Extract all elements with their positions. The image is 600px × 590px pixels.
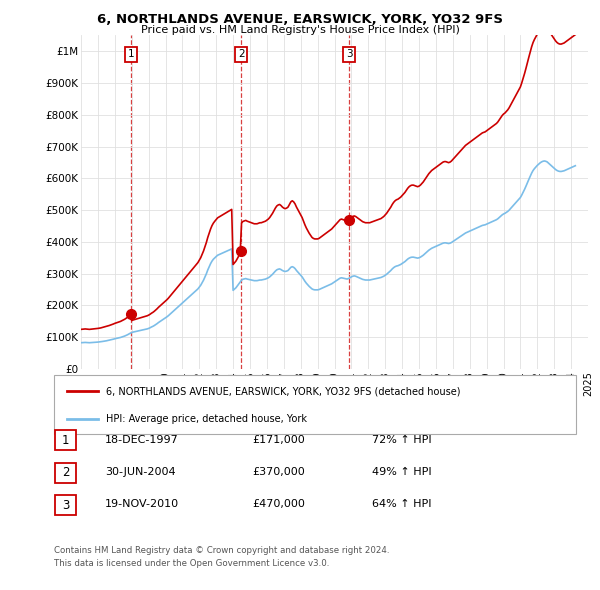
Text: 6, NORTHLANDS AVENUE, EARSWICK, YORK, YO32 9FS: 6, NORTHLANDS AVENUE, EARSWICK, YORK, YO… xyxy=(97,13,503,26)
Text: 18-DEC-1997: 18-DEC-1997 xyxy=(105,435,179,444)
Text: 2: 2 xyxy=(62,466,69,479)
Text: 3: 3 xyxy=(346,50,353,60)
FancyBboxPatch shape xyxy=(55,495,76,515)
FancyBboxPatch shape xyxy=(55,463,76,483)
Text: This data is licensed under the Open Government Licence v3.0.: This data is licensed under the Open Gov… xyxy=(54,559,329,568)
Text: 2: 2 xyxy=(238,50,245,60)
Text: Contains HM Land Registry data © Crown copyright and database right 2024.: Contains HM Land Registry data © Crown c… xyxy=(54,546,389,555)
Text: 72% ↑ HPI: 72% ↑ HPI xyxy=(372,435,431,444)
FancyBboxPatch shape xyxy=(54,375,576,434)
Text: 64% ↑ HPI: 64% ↑ HPI xyxy=(372,500,431,509)
Text: HPI: Average price, detached house, York: HPI: Average price, detached house, York xyxy=(106,414,307,424)
Text: £370,000: £370,000 xyxy=(252,467,305,477)
Text: 1: 1 xyxy=(62,434,69,447)
Text: 30-JUN-2004: 30-JUN-2004 xyxy=(105,467,176,477)
Text: 3: 3 xyxy=(62,499,69,512)
Text: £470,000: £470,000 xyxy=(252,500,305,509)
Text: 19-NOV-2010: 19-NOV-2010 xyxy=(105,500,179,509)
Text: £171,000: £171,000 xyxy=(252,435,305,444)
Text: Price paid vs. HM Land Registry's House Price Index (HPI): Price paid vs. HM Land Registry's House … xyxy=(140,25,460,35)
Text: 6, NORTHLANDS AVENUE, EARSWICK, YORK, YO32 9FS (detached house): 6, NORTHLANDS AVENUE, EARSWICK, YORK, YO… xyxy=(106,386,461,396)
FancyBboxPatch shape xyxy=(55,430,76,450)
Text: 49% ↑ HPI: 49% ↑ HPI xyxy=(372,467,431,477)
Text: 1: 1 xyxy=(128,50,134,60)
